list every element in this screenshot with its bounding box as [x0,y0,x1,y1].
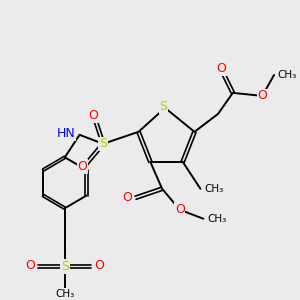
Text: O: O [94,259,104,272]
Text: O: O [88,109,98,122]
Text: O: O [257,89,267,102]
Text: CH₃: CH₃ [55,289,74,298]
Text: O: O [175,203,185,216]
Text: HN: HN [56,127,75,140]
Text: O: O [123,191,133,204]
Text: CH₃: CH₃ [208,214,227,224]
Text: O: O [26,259,35,272]
Text: S: S [61,260,69,273]
Text: O: O [216,62,226,75]
Text: CH₃: CH₃ [205,184,224,194]
Text: S: S [99,137,107,150]
Text: S: S [160,100,168,113]
Text: O: O [78,160,88,173]
Text: CH₃: CH₃ [277,70,296,80]
